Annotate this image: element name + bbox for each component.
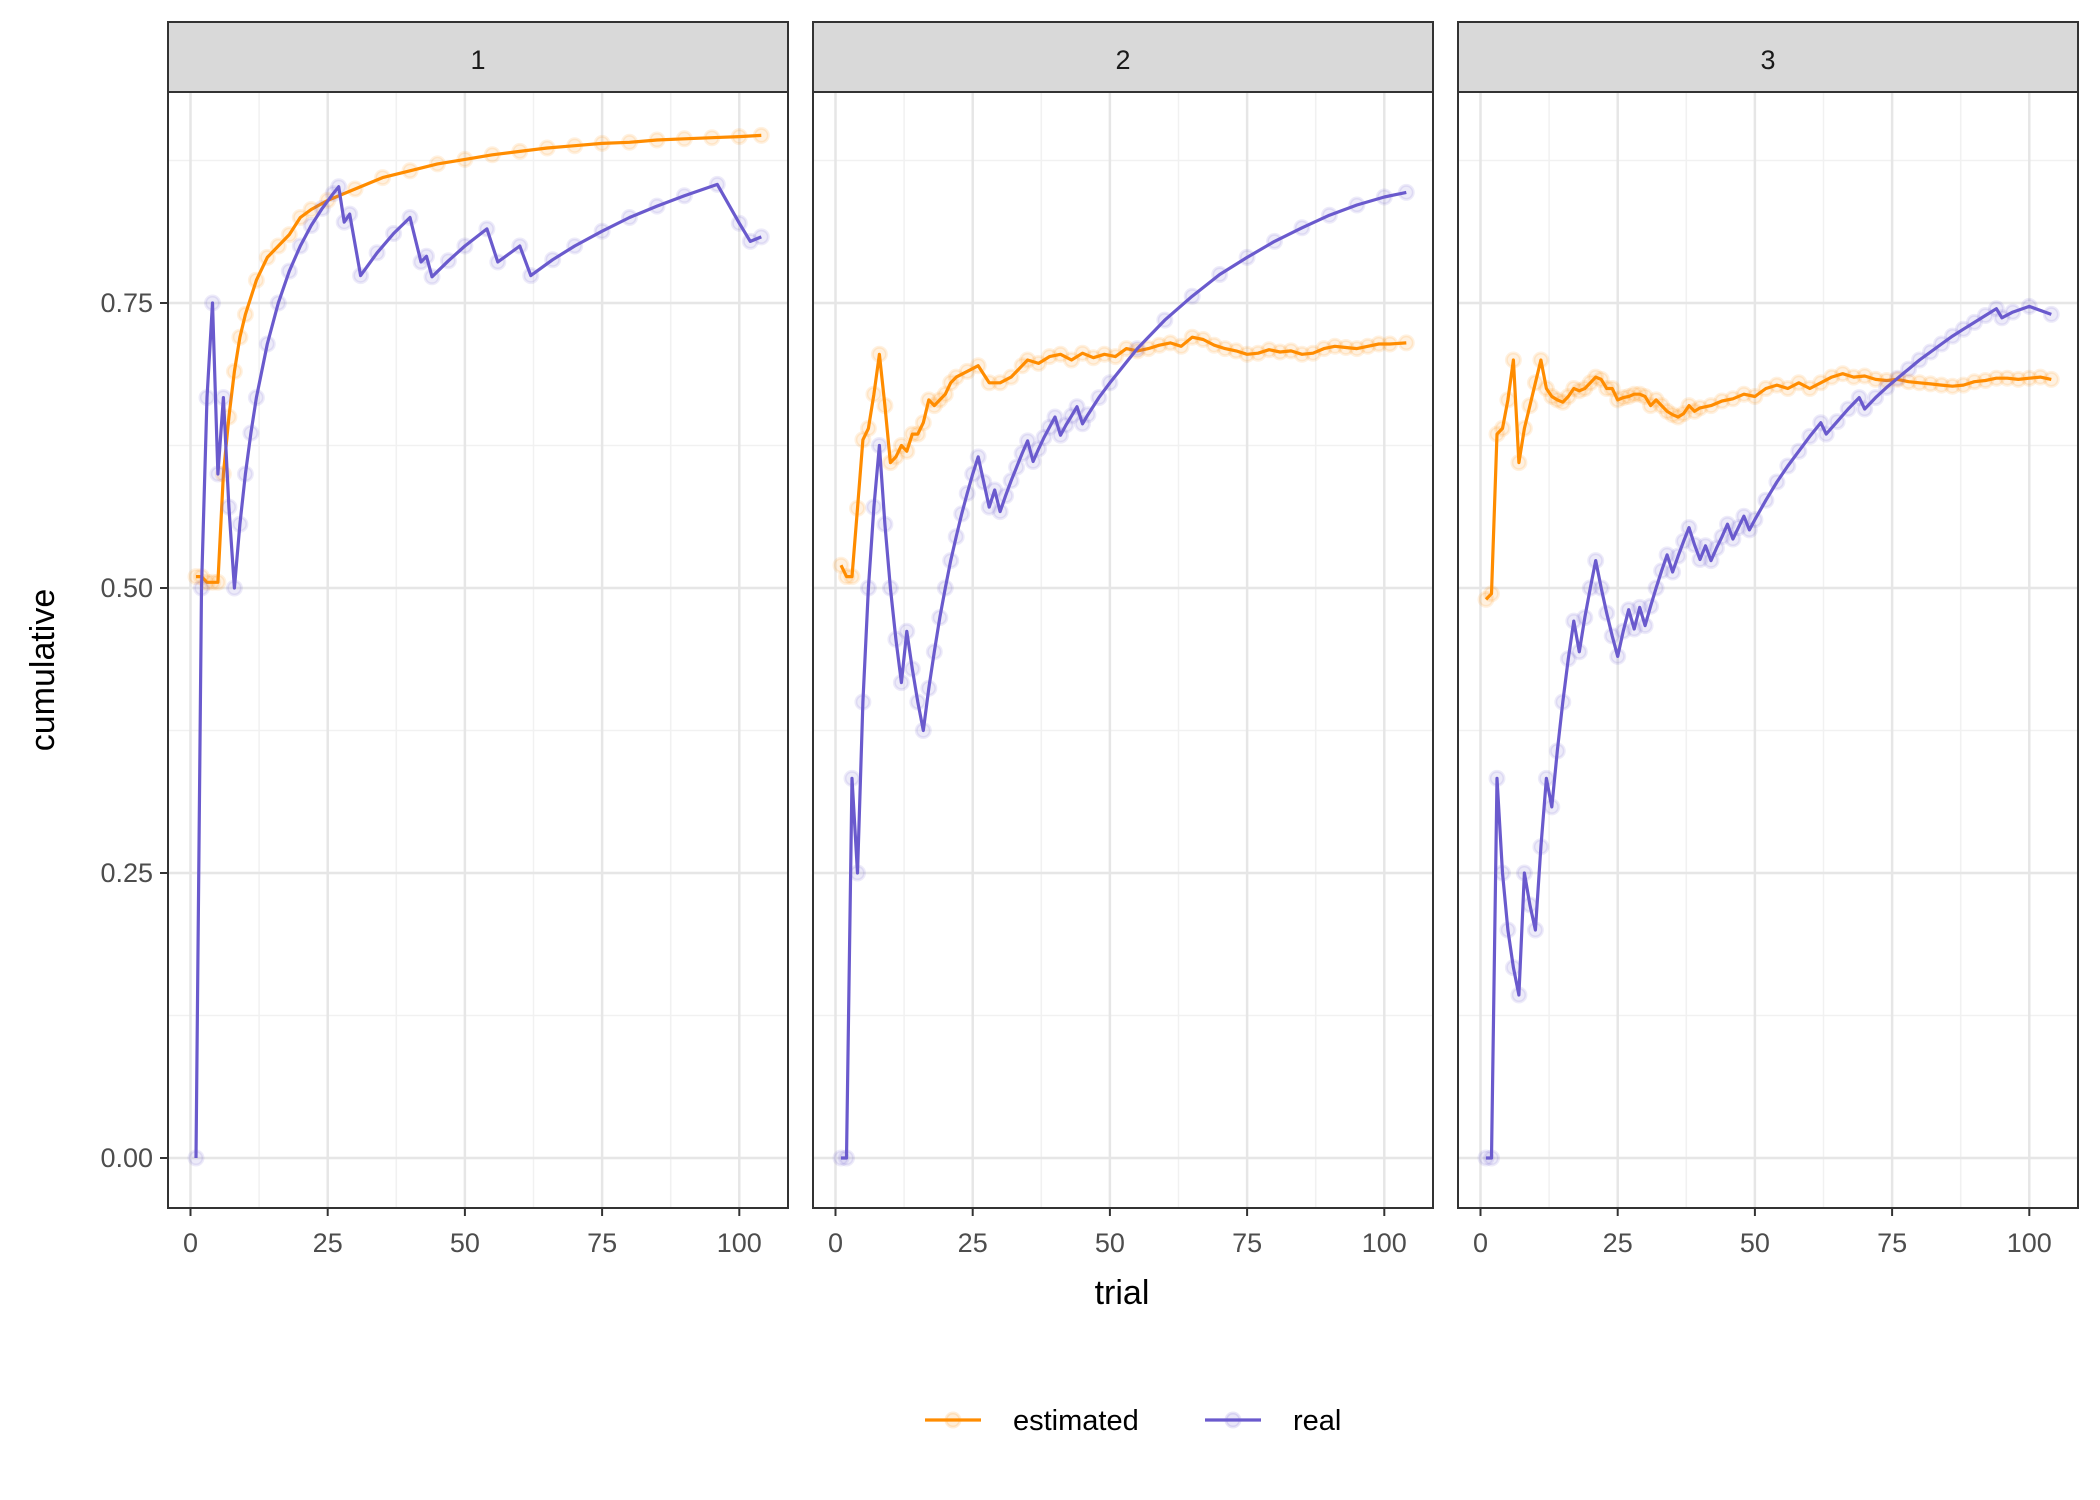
plot-background [813,92,1433,1208]
series-line-real [1486,304,2052,1160]
strip-background [812,21,1434,93]
x-tick-label: 25 [1603,1228,1633,1258]
x-tick-label: 75 [587,1228,617,1258]
x-tick-label: 50 [1095,1228,1125,1258]
series-line-estimated [839,335,1407,579]
legend-label: estimated [1013,1405,1139,1437]
x-tick-label: 0 [1473,1228,1488,1258]
strip-label: 1 [470,45,485,75]
series-real [187,175,770,1167]
chart-panels: 1 0 25 50 75 100 2 0 25 50 75 100 3 0 25 50 75 100 [167,21,2079,1258]
legend: estimated real [925,1405,1341,1437]
y-tick-label: 0.50 [100,573,153,603]
series-line-real [841,190,1407,1160]
strip-background [1457,21,2079,93]
legend-item-real: real [1205,1405,1341,1437]
x-tick-label: 75 [1877,1228,1907,1258]
x-tick-label: 100 [717,1228,762,1258]
y-axis-title: cumulative [24,589,62,752]
series-estimated [1477,351,2060,608]
panel-2: 2 0 25 50 75 100 [812,21,1434,1258]
plot-background [1458,92,2078,1208]
y-tick-label: 0.00 [100,1143,153,1173]
series-line-estimated [1484,358,2052,601]
x-tick-label: 0 [828,1228,843,1258]
plot-background [168,92,788,1208]
x-tick-label: 25 [958,1228,988,1258]
x-tick-label: 100 [1362,1228,1407,1258]
strip-label: 3 [1760,45,1775,75]
series-real [832,183,1415,1167]
y-tick-label: 0.75 [100,288,153,318]
strip-background [167,21,789,93]
x-tick-label: 100 [2007,1228,2052,1258]
x-tick-label: 50 [1740,1228,1770,1258]
x-tick-label: 25 [313,1228,343,1258]
y-tick-label: 0.25 [100,858,153,888]
series-real [1477,297,2060,1167]
legend-label: real [1293,1405,1341,1437]
series-line-real [194,182,762,1159]
x-tick-label: 50 [450,1228,480,1258]
strip-label: 2 [1115,45,1130,75]
x-axis-title: trial [1095,1274,1150,1312]
panel-3: 3 0 25 50 75 100 [1457,21,2079,1258]
x-tick-label: 75 [1232,1228,1262,1258]
series-estimated [832,328,1415,586]
x-tick-label: 0 [183,1228,198,1258]
y-axis: 0.00 0.25 0.50 0.75 [100,288,168,1173]
panel-1: 1 0 25 50 75 100 [167,21,789,1258]
legend-item-estimated: estimated [925,1405,1139,1437]
